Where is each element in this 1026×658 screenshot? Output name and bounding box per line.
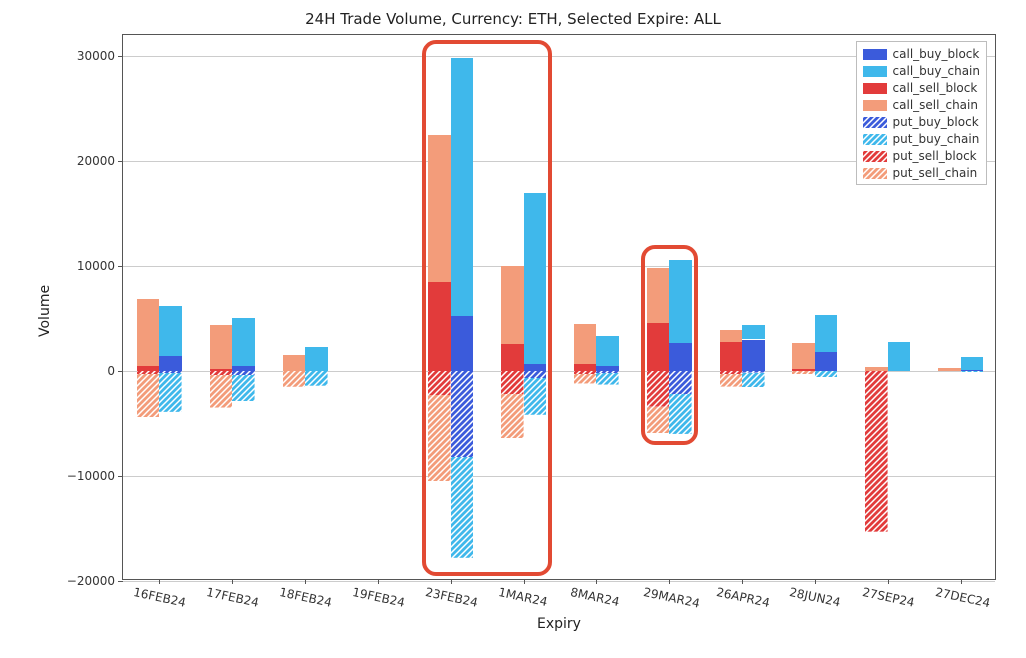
bar-segment [574,374,597,383]
grid-line [123,581,995,582]
y-tick-label: 20000 [77,154,123,168]
bar-segment [305,371,328,386]
bar-segment [815,371,838,377]
legend-item: call_sell_chain [863,97,980,114]
bar-segment [159,356,182,371]
bar-segment [596,373,619,385]
bar-segment [720,342,743,371]
legend-label: put_buy_block [893,114,979,131]
legend-label: call_buy_chain [893,63,980,80]
bar-segment [815,352,838,371]
x-tick-label: 26APR24 [715,585,771,610]
legend-item: call_buy_chain [863,63,980,80]
legend-item: put_sell_chain [863,165,980,182]
legend-swatch [863,134,887,145]
x-tick-label: 28JUN24 [788,585,842,609]
bar-segment [210,325,233,369]
x-tick-label: 27SEP24 [861,585,916,610]
y-tick-label: 10000 [77,259,123,273]
legend-item: call_sell_block [863,80,980,97]
legend-swatch [863,66,887,77]
legend-item: call_buy_block [863,46,980,63]
legend-item: put_buy_block [863,114,980,131]
grid-line [123,266,995,267]
x-axis-label: Expiry [122,616,996,632]
x-tick-label: 16FEB24 [132,585,187,610]
x-tick-label: 27DEC24 [934,585,991,610]
bar-segment [574,324,597,364]
legend-label: put_sell_block [893,148,977,165]
bar-segment [742,373,765,387]
legend-item: put_buy_chain [863,131,980,148]
legend-swatch [863,151,887,162]
x-tick-label: 8MAR24 [569,585,621,609]
chart-title: 24H Trade Volume, Currency: ETH, Selecte… [0,10,1026,28]
legend-label: put_sell_chain [893,165,978,182]
bar-segment [159,373,182,412]
bar-segment [888,342,911,371]
bar-segment [210,375,233,408]
figure: 24H Trade Volume, Currency: ETH, Selecte… [0,0,1026,658]
bar-segment [574,364,597,371]
bar-segment [137,374,160,417]
bar-segment [961,357,984,370]
x-tick-label: 18FEB24 [278,585,333,610]
legend-swatch [863,117,887,128]
bar-segment [792,343,815,369]
bar-segment [815,315,838,352]
bar-segment [792,371,815,374]
legend-label: call_sell_chain [893,97,978,114]
x-tick-label: 23FEB24 [424,585,479,610]
x-tick-label: 17FEB24 [205,585,260,610]
y-tick-label: −10000 [67,469,123,483]
legend-label: call_sell_block [893,80,978,97]
legend: call_buy_blockcall_buy_chaincall_sell_bl… [856,41,987,185]
bar-segment [137,299,160,366]
bar-segment [742,325,765,340]
highlight-box [641,245,698,445]
bar-segment [232,375,255,401]
legend-label: put_buy_chain [893,131,980,148]
plot-area: −20000−10000010000200003000016FEB2417FEB… [122,34,996,580]
bar-segment [596,336,619,365]
legend-item: put_sell_block [863,148,980,165]
legend-swatch [863,100,887,111]
bar-segment [720,330,743,342]
x-tick-label: 19FEB24 [351,585,406,610]
bar-segment [159,306,182,356]
bar-segment [865,371,888,532]
bar-segment [961,371,984,372]
y-tick-label: −20000 [67,574,123,588]
y-tick-label: 30000 [77,49,123,63]
bar-segment [283,355,306,371]
bar-segment [720,374,743,387]
bar-segment [938,368,961,371]
bar-segment [305,347,328,371]
highlight-box [422,40,552,576]
legend-swatch [863,49,887,60]
y-axis-label: Volume [37,285,53,337]
legend-swatch [863,168,887,179]
bar-segment [232,318,255,366]
x-tick-label: 1MAR24 [497,585,549,609]
x-tick-label: 29MAR24 [642,585,701,611]
bar-segment [742,340,765,372]
legend-swatch [863,83,887,94]
bar-segment [283,371,306,387]
legend-label: call_buy_block [893,46,980,63]
